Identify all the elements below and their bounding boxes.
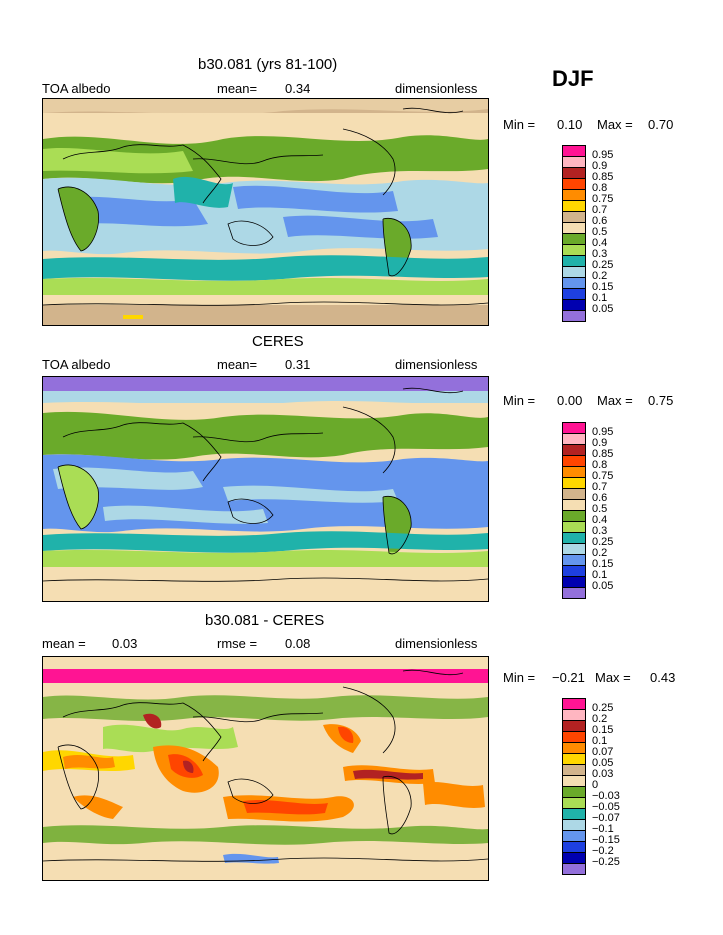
colorbar-label: 0.15 xyxy=(592,724,614,736)
panel2-min-value: 0.00 xyxy=(557,393,583,408)
colorbar-label: 0.1 xyxy=(592,292,608,304)
colorbar-label: 0.07 xyxy=(592,746,614,758)
panel3-title: b30.081 - CERES xyxy=(205,612,325,629)
panel2-units: dimensionless xyxy=(395,357,478,372)
colorbar-label: 0.5 xyxy=(592,226,608,238)
colorbar-label: 0.3 xyxy=(592,248,608,260)
colorbar-label: 0.2 xyxy=(592,270,608,282)
panel3-min-value: −0.21 xyxy=(552,670,585,685)
colorbar-label: −0.15 xyxy=(592,834,620,846)
colorbar-swatch xyxy=(562,587,586,599)
panel3-rmse-value: 0.08 xyxy=(285,636,311,651)
colorbar-label: 0.25 xyxy=(592,702,614,714)
panel1-max-value: 0.70 xyxy=(648,117,674,132)
colorbar-label: 0.1 xyxy=(592,569,608,581)
panel3-rmse-label: rmse = xyxy=(217,636,258,651)
colorbar-label: 0 xyxy=(592,779,599,791)
colorbar-label: 0.8 xyxy=(592,182,608,194)
panel1-units: dimensionless xyxy=(395,81,478,96)
panel3-map xyxy=(42,656,489,881)
panel2-min-label: Min = xyxy=(503,393,536,408)
panel2-max-value: 0.75 xyxy=(648,393,674,408)
colorbar-label: 0.05 xyxy=(592,303,614,315)
colorbar-label: 0.9 xyxy=(592,437,608,449)
colorbar-label: −0.07 xyxy=(592,812,620,824)
colorbar-label: −0.1 xyxy=(592,823,614,835)
colorbar-label: −0.05 xyxy=(592,801,620,813)
colorbar-label: 0.15 xyxy=(592,281,614,293)
colorbar-label: 0.3 xyxy=(592,525,608,537)
panel3-min-label: Min = xyxy=(503,670,536,685)
colorbar-label: 0.2 xyxy=(592,713,608,725)
colorbar-label: 0.6 xyxy=(592,215,608,227)
colorbar-swatch xyxy=(562,863,586,875)
colorbar-label: 0.2 xyxy=(592,547,608,559)
panel1-mean-value: 0.34 xyxy=(285,81,311,96)
panel2-max-label: Max = xyxy=(597,393,633,408)
colorbar-swatch xyxy=(562,310,586,322)
colorbar-label: 0.6 xyxy=(592,492,608,504)
panel2-mean-label: mean= xyxy=(217,357,258,372)
panel2-variable: TOA albedo xyxy=(42,357,111,372)
colorbar-label: 0.1 xyxy=(592,735,608,747)
colorbar-label: 0.7 xyxy=(592,204,608,216)
colorbar-label: 0.8 xyxy=(592,459,608,471)
colorbar-label: 0.95 xyxy=(592,149,614,161)
colorbar-label: 0.05 xyxy=(592,580,614,592)
colorbar-label: 0.5 xyxy=(592,503,608,515)
colorbar-label: 0.85 xyxy=(592,171,614,183)
panel2-title: CERES xyxy=(252,333,304,350)
panel3-max-value: 0.43 xyxy=(650,670,676,685)
colorbar-label: 0.4 xyxy=(592,237,608,249)
panel3-units: dimensionless xyxy=(395,636,478,651)
colorbar-label: −0.25 xyxy=(592,856,620,868)
colorbar-label: 0.85 xyxy=(592,448,614,460)
colorbar-label: 0.4 xyxy=(592,514,608,526)
panel1-mean-label: mean= xyxy=(217,81,258,96)
panel2-mean-value: 0.31 xyxy=(285,357,311,372)
colorbar-label: 0.25 xyxy=(592,536,614,548)
panel3-mean-value: 0.03 xyxy=(112,636,138,651)
panel1-max-label: Max = xyxy=(597,117,633,132)
panel1-min-value: 0.10 xyxy=(557,117,583,132)
panel1-variable: TOA albedo xyxy=(42,81,111,96)
colorbar-label: 0.9 xyxy=(592,160,608,172)
season-label: DJF xyxy=(552,66,594,91)
panel1-title: b30.081 (yrs 81-100) xyxy=(198,56,338,73)
colorbar-label: 0.15 xyxy=(592,558,614,570)
colorbar-label: 0.05 xyxy=(592,757,614,769)
colorbar-label: 0.7 xyxy=(592,481,608,493)
panel2-map xyxy=(42,376,489,602)
colorbar-label: 0.03 xyxy=(592,768,614,780)
colorbar-label: −0.03 xyxy=(592,790,620,802)
panel3-mean-label: mean = xyxy=(42,636,86,651)
colorbar-label: −0.2 xyxy=(592,845,614,857)
panel3-max-label: Max = xyxy=(595,670,631,685)
colorbar-label: 0.95 xyxy=(592,426,614,438)
colorbar-label: 0.75 xyxy=(592,193,614,205)
colorbar-label: 0.75 xyxy=(592,470,614,482)
panel1-min-label: Min = xyxy=(503,117,536,132)
panel1-map xyxy=(42,98,489,326)
colorbar-label: 0.25 xyxy=(592,259,614,271)
